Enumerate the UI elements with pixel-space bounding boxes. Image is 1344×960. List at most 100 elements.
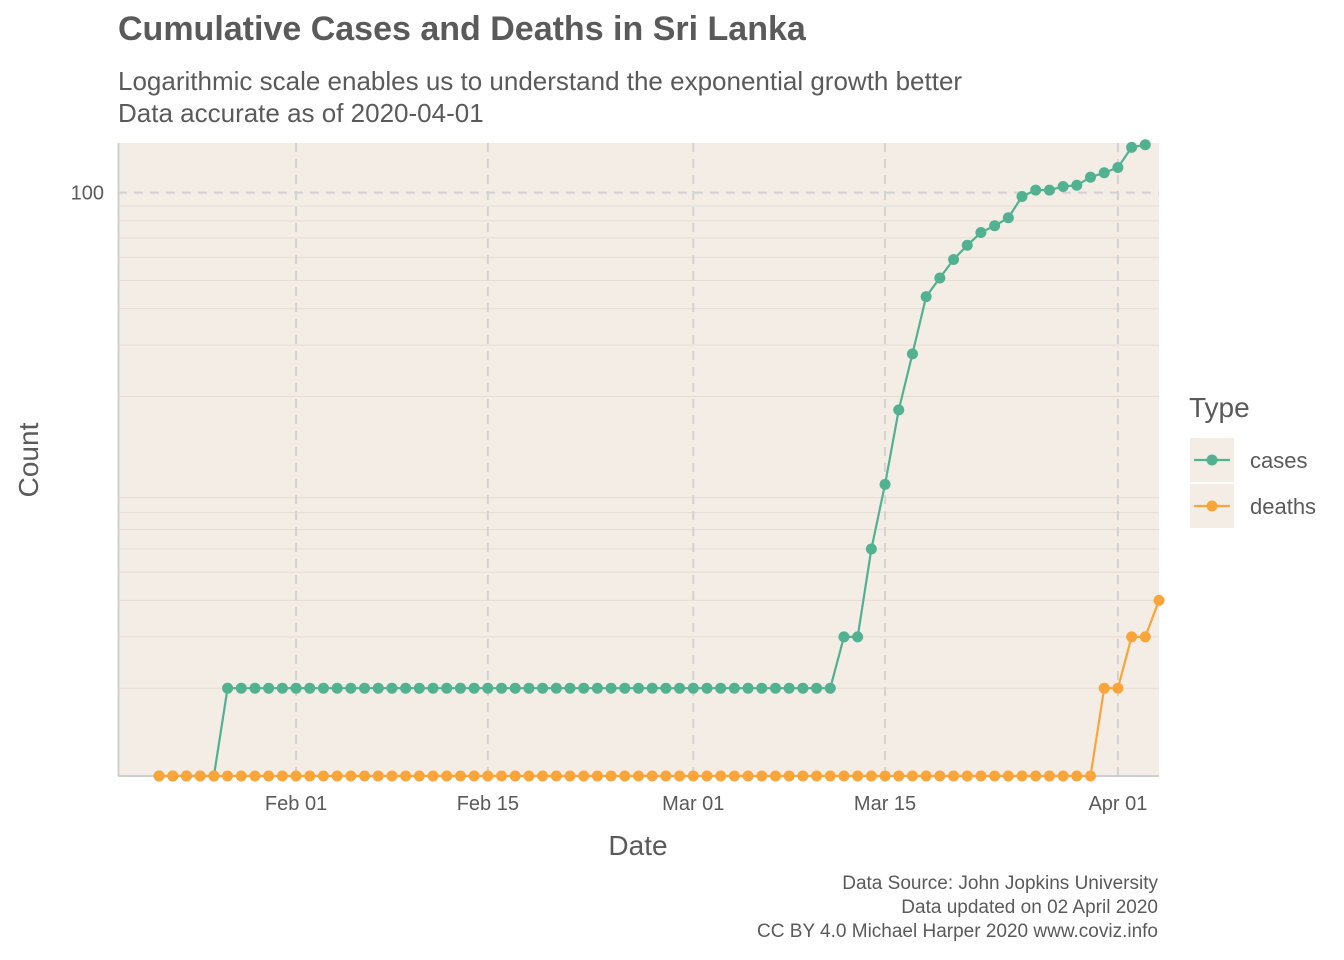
data-point-deaths [194, 770, 206, 782]
data-point-cases [317, 682, 329, 694]
data-point-cases [948, 253, 960, 265]
data-point-cases [1112, 161, 1124, 173]
caption-data-updated: Data updated on 02 April 2020 [901, 897, 1158, 918]
data-point-deaths [1139, 631, 1151, 643]
data-point-cases [222, 682, 234, 694]
data-point-deaths [550, 770, 562, 782]
data-point-cases [824, 682, 836, 694]
data-point-cases [1098, 167, 1110, 179]
data-point-cases [578, 682, 590, 694]
data-point-cases [509, 682, 521, 694]
data-point-deaths [838, 770, 850, 782]
data-point-cases [961, 239, 973, 251]
data-point-cases [1126, 141, 1138, 153]
data-point-deaths [537, 770, 549, 782]
data-point-cases [345, 682, 357, 694]
data-point-deaths [852, 770, 864, 782]
data-point-deaths [989, 770, 1001, 782]
data-point-deaths [235, 770, 247, 782]
legend-label-cases: cases [1250, 448, 1307, 473]
data-point-deaths [413, 770, 425, 782]
data-point-deaths [975, 770, 987, 782]
data-point-deaths [180, 770, 192, 782]
data-point-deaths [619, 770, 631, 782]
data-point-cases [701, 682, 713, 694]
data-point-deaths [865, 770, 877, 782]
data-point-cases [1043, 184, 1055, 196]
data-point-deaths [893, 770, 905, 782]
data-point-deaths [756, 770, 768, 782]
data-point-cases [1016, 191, 1028, 203]
data-point-deaths [769, 770, 781, 782]
data-point-cases [852, 631, 864, 643]
caption-data-source: Data Source: John Jopkins University [842, 873, 1158, 894]
legend-key-point [1206, 500, 1218, 512]
data-point-cases [1139, 139, 1151, 151]
x-tick-label: Apr 01 [1088, 793, 1147, 815]
data-point-cases [263, 682, 275, 694]
data-point-deaths [1098, 682, 1110, 694]
data-point-cases [1030, 184, 1042, 196]
x-tick-label: Feb 15 [457, 793, 519, 815]
data-point-cases [386, 682, 398, 694]
data-point-deaths [1126, 631, 1138, 643]
data-point-deaths [783, 770, 795, 782]
legend-key-point [1206, 454, 1218, 466]
data-point-deaths [386, 770, 398, 782]
legend: Type cases deaths [1188, 392, 1316, 530]
data-point-deaths [1085, 770, 1097, 782]
data-point-deaths [948, 770, 960, 782]
data-point-cases [728, 682, 740, 694]
data-point-deaths [222, 770, 234, 782]
data-point-deaths [167, 770, 179, 782]
data-point-deaths [1002, 770, 1014, 782]
data-point-deaths [674, 770, 686, 782]
caption-license: CC BY 4.0 Michael Harper 2020 www.coviz.… [757, 921, 1158, 942]
data-point-cases [783, 682, 795, 694]
data-point-cases [290, 682, 302, 694]
data-point-cases [769, 682, 781, 694]
data-point-deaths [715, 770, 727, 782]
data-point-cases [304, 682, 316, 694]
data-point-cases [235, 682, 247, 694]
chart-subtitle-line-2: Data accurate as of 2020-04-01 [118, 98, 484, 128]
data-point-deaths [728, 770, 740, 782]
data-point-deaths [372, 770, 384, 782]
chart-subtitle-line-1: Logarithmic scale enables us to understa… [118, 66, 963, 96]
data-point-cases [756, 682, 768, 694]
data-point-cases [468, 682, 480, 694]
data-point-deaths [1057, 770, 1069, 782]
data-point-deaths [934, 770, 946, 782]
data-point-cases [879, 478, 891, 490]
data-point-deaths [359, 770, 371, 782]
data-point-cases [934, 272, 946, 284]
data-point-deaths [797, 770, 809, 782]
legend-label-deaths: deaths [1250, 494, 1316, 519]
data-point-cases [619, 682, 631, 694]
data-point-cases [715, 682, 727, 694]
data-point-deaths [1112, 682, 1124, 694]
data-point-cases [496, 682, 508, 694]
data-point-cases [591, 682, 603, 694]
series-points [153, 139, 1165, 782]
data-point-deaths [578, 770, 590, 782]
data-point-deaths [1016, 770, 1028, 782]
x-axis-ticks: Feb 01 Feb 15 Mar 01 Mar 15 Apr 01 [265, 793, 1147, 815]
data-point-cases [359, 682, 371, 694]
data-point-deaths [591, 770, 603, 782]
data-point-deaths [920, 770, 932, 782]
data-point-cases [427, 682, 439, 694]
data-point-deaths [454, 770, 466, 782]
data-point-cases [249, 682, 261, 694]
chart-title: Cumulative Cases and Deaths in Sri Lanka [118, 10, 806, 48]
data-point-cases [906, 348, 918, 360]
data-point-cases [1002, 212, 1014, 224]
data-point-deaths [208, 770, 220, 782]
data-point-deaths [906, 770, 918, 782]
data-point-cases [550, 682, 562, 694]
data-point-deaths [304, 770, 316, 782]
major-grid [118, 143, 1159, 776]
data-point-deaths [687, 770, 699, 782]
data-point-cases [797, 682, 809, 694]
data-point-cases [811, 682, 823, 694]
